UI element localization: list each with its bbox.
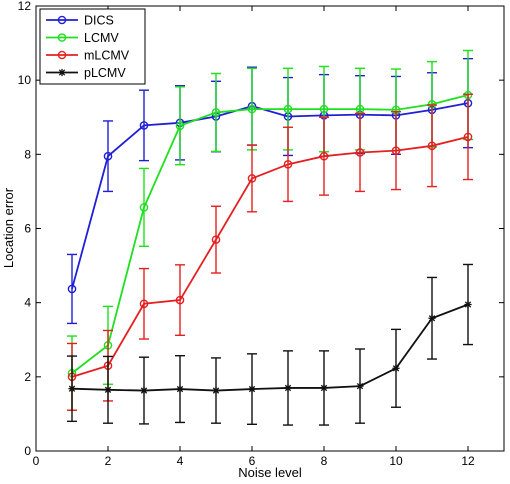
data-point (248, 385, 256, 393)
series-layer (67, 49, 473, 426)
x-tick-label: 12 (461, 454, 475, 468)
data-point (139, 203, 149, 212)
y-tick-label: 2 (24, 370, 31, 384)
data-point (139, 121, 149, 130)
data-point (175, 295, 185, 305)
data-point (319, 151, 329, 161)
x-tick-label: 6 (249, 454, 256, 468)
data-point (103, 151, 113, 161)
legend-marker (58, 68, 66, 77)
data-point (320, 384, 328, 392)
marker-stroke (58, 69, 66, 76)
data-point (139, 299, 149, 309)
legend-entry-lcmv: LCMV (46, 31, 119, 45)
data-point (247, 174, 257, 183)
x-axis-title: Noise level (238, 465, 302, 480)
data-point (355, 104, 365, 114)
data-point (211, 108, 221, 117)
x-tick-label: 10 (389, 454, 403, 468)
marker-stroke (248, 385, 256, 393)
data-point (175, 121, 185, 131)
y-tick-label: 8 (24, 147, 31, 161)
axis-ticks: 0 2 4 6 8 10 12 0 2 4 6 8 10 12 (18, 0, 504, 468)
legend-marker (57, 50, 67, 60)
legend-marker (57, 33, 67, 42)
data-point (283, 104, 293, 114)
marker-stroke (356, 382, 364, 390)
marker-stroke (428, 315, 436, 322)
series-line-plcmv (71, 303, 469, 392)
x-tick-label: 4 (177, 454, 184, 468)
y-tick-label: 6 (24, 222, 31, 236)
data-point (212, 386, 220, 395)
legend-entry-mlcmv: mLCMV (46, 49, 130, 63)
marker-stroke (212, 387, 220, 394)
marker-stroke (392, 365, 400, 372)
data-point (392, 364, 400, 372)
marker-stroke (464, 301, 472, 308)
series-line-lcmv (71, 94, 469, 374)
legend-box (39, 8, 146, 85)
y-tick-label: 0 (24, 444, 31, 458)
legend-label: mLCMV (84, 49, 130, 63)
data-point (140, 386, 148, 395)
data-point (67, 284, 77, 294)
y-tick-label: 12 (18, 0, 32, 13)
series-line-dics (71, 102, 469, 290)
data-point (247, 104, 257, 114)
legend-label: DICS (84, 14, 114, 28)
marker-stroke (284, 384, 292, 392)
marker-stroke (68, 385, 76, 392)
x-tick-label: 8 (321, 454, 328, 468)
legend: DICS LCMV mLCMV pLCMV (39, 8, 146, 85)
data-point (463, 132, 473, 142)
data-point (176, 385, 184, 393)
data-point (284, 384, 292, 392)
data-point (211, 235, 221, 244)
y-tick-label: 10 (18, 73, 32, 87)
data-point (356, 382, 364, 390)
x-tick-label: 0 (33, 454, 40, 468)
series-line-mlcmv (71, 136, 469, 378)
data-point (427, 141, 437, 151)
data-point (464, 300, 472, 309)
marker-stroke (140, 387, 148, 394)
marker-stroke (104, 386, 112, 393)
legend-label: LCMV (84, 31, 119, 45)
series-plcmv (67, 263, 473, 426)
y-tick-label: 4 (24, 296, 31, 310)
legend-entry-dics: DICS (46, 14, 114, 28)
data-point (104, 386, 112, 394)
data-point (355, 148, 365, 157)
data-point (68, 385, 76, 393)
legend-entry-plcmv: pLCMV (46, 66, 126, 80)
y-axis-title: Location error (1, 187, 16, 268)
legend-marker (57, 15, 67, 25)
x-tick-label: 2 (105, 454, 112, 468)
legend-label: pLCMV (84, 66, 126, 80)
data-point (391, 146, 401, 155)
marker-stroke (320, 384, 328, 392)
data-point (428, 314, 436, 322)
data-point (319, 104, 329, 114)
data-point (283, 160, 293, 169)
marker-stroke (176, 385, 184, 393)
